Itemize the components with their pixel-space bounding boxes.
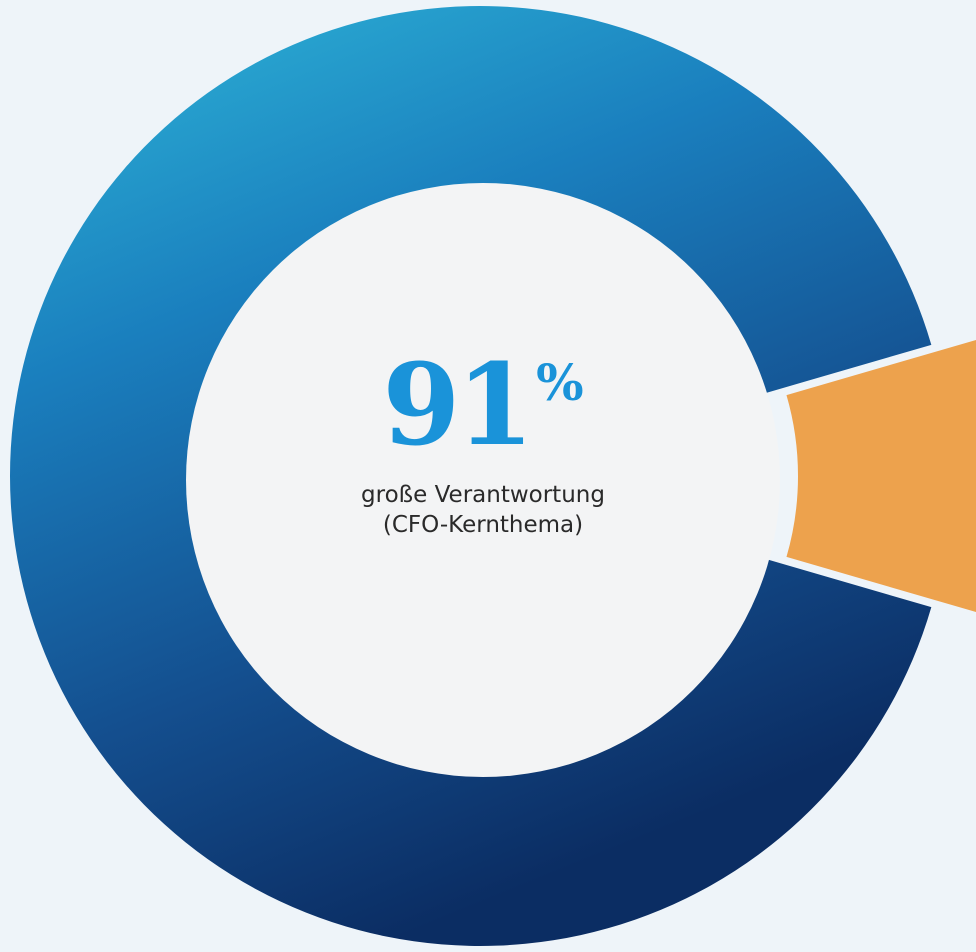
unit: %	[536, 353, 584, 412]
center-label: 91% große Verantwortung (CFO-Kernthema)	[283, 350, 683, 540]
big-value: 91%	[283, 350, 683, 462]
category-label: große Verantwortung (CFO-Kernthema)	[353, 480, 613, 540]
page: 91% große Verantwortung (CFO-Kernthema)	[0, 0, 976, 952]
value: 91	[382, 340, 530, 471]
